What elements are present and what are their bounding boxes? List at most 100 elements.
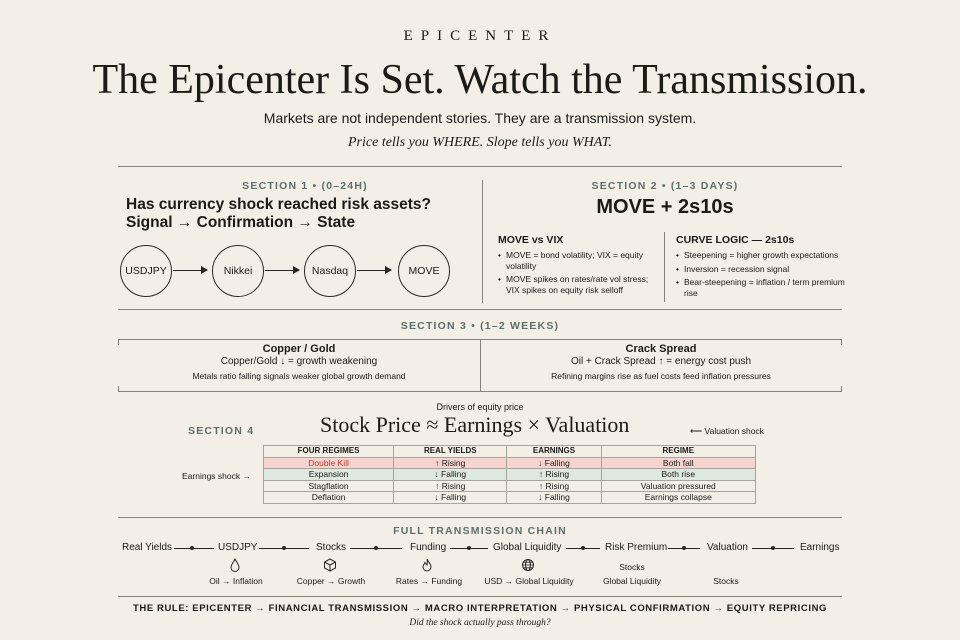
icon-label-oil: Oil → Inflation	[209, 576, 263, 586]
crack-spread-sub: Oil + Crack Spread ↑ = energy cost push	[570, 356, 752, 367]
section3-box-divider	[480, 339, 481, 392]
chain-step-valuation: Valuation	[707, 542, 748, 553]
table-cell: ↑ Rising	[393, 479, 508, 492]
section1-question: Has currency shock reached risk assets?	[126, 196, 432, 213]
table-cell: Stagflation	[262, 479, 395, 492]
list-item: Inversion = recession signal	[676, 264, 846, 275]
chain-step-real-yields: Real Yields	[122, 542, 173, 553]
drivers-caption: Drivers of equity price	[436, 402, 524, 412]
chain-step-stocks: Stocks	[316, 542, 347, 553]
table-cell: ↓ Falling	[393, 468, 508, 481]
the-rule: THE RULE: EPICENTER → FINANCIAL TRANSMIS…	[132, 603, 828, 614]
chain-step-earnings: Earnings	[800, 542, 840, 553]
table-cell: Double Kill	[262, 456, 395, 469]
section4-label: SECTION 4	[188, 425, 255, 437]
droplet-icon	[230, 558, 240, 572]
chain-dot	[581, 546, 585, 550]
chain-dot	[190, 546, 194, 550]
crack-spread-heading: Crack Spread	[625, 343, 697, 355]
table-cell: Both rise	[600, 468, 757, 481]
page-tagline: Price tells you WHERE. Slope tells you W…	[348, 135, 612, 150]
chain-label: FULL TRANSMISSION CHAIN	[393, 525, 567, 537]
valuation-shock-label: ⟵ Valuation shock	[690, 426, 764, 436]
list-item: MOVE = bond volatility; VIX = equity vol…	[498, 250, 658, 271]
node-nasdaq: Nasdaq	[304, 245, 356, 297]
icon-label-stocks-2: Stocks	[713, 576, 739, 586]
table-cell: Valuation pressured	[600, 479, 757, 492]
globe-icon	[522, 559, 534, 571]
divider-rule	[118, 596, 842, 597]
list-item: Bear-steepening = inflation / term premi…	[676, 277, 846, 298]
icon-label-stocks: Stocks	[619, 562, 645, 572]
table-row: Deflation ↓ Falling ↓ Falling Earnings c…	[262, 491, 757, 504]
chain-step-funding: Funding	[410, 542, 447, 553]
chain-dot	[374, 546, 378, 550]
chain-dot	[467, 546, 471, 550]
rule-question: Did the shock actually pass through?	[409, 618, 551, 628]
list-item: Steepening = higher growth expectations	[676, 250, 846, 261]
page-title: The Epicenter Is Set. Watch the Transmis…	[92, 57, 868, 103]
table-header: FOUR REGIMES	[262, 445, 395, 458]
table-row: Expansion ↓ Falling ↑ Rising Both rise	[262, 468, 757, 481]
list-item: MOVE spikes on rates/rate vol stress; VI…	[498, 274, 658, 295]
table-cell: ↑ Rising	[393, 456, 508, 469]
table-cell: Both fall	[600, 456, 757, 469]
table-header-row: FOUR REGIMES REAL YIELDS EARNINGS REGIME	[262, 445, 757, 458]
table-header: REAL YIELDS	[393, 445, 508, 458]
chain-dot	[682, 546, 686, 550]
table-cell: ↑ Rising	[506, 468, 602, 481]
icon-label-global-liquidity: Global Liquidity	[602, 576, 662, 586]
corner-mark	[118, 386, 124, 392]
divider-top	[118, 166, 842, 167]
table-cell: ↓ Falling	[506, 456, 602, 469]
flow-arrow	[357, 266, 392, 274]
table-cell: ↓ Falling	[506, 491, 602, 504]
section2-title: MOVE + 2s10s	[596, 196, 734, 218]
icon-label-rates: Rates → Funding	[395, 576, 463, 586]
chain-connector	[174, 548, 214, 549]
table-header: REGIME	[600, 445, 757, 458]
curve-logic-list: Steepening = higher growth expectations …	[676, 250, 846, 301]
section1-flow: Signal → Confirmation → State	[126, 214, 356, 231]
equity-formula: Stock Price ≈ Earnings × Valuation	[320, 412, 630, 437]
table-cell: Deflation	[262, 491, 395, 504]
flow-arrow	[173, 266, 208, 274]
brand-wordmark: EPICENTER	[403, 28, 557, 44]
copper-gold-note: Metals ratio falling signals weaker glob…	[192, 371, 406, 381]
section3-label: SECTION 3 • (1–2 WEEKS)	[400, 320, 560, 332]
crack-spread-note: Refining margins rise as fuel costs feed…	[551, 371, 771, 381]
divider-section2-cols	[664, 232, 665, 302]
icon-label-usd: USD → Global Liquidity	[484, 576, 574, 586]
chain-step-global-liquidity: Global Liquidity	[493, 542, 562, 553]
table-row: Double Kill ↑ Rising ↓ Falling Both fall	[262, 456, 757, 469]
copper-gold-sub: Copper/Gold ↓ = growth weakening	[220, 356, 378, 367]
flame-icon	[422, 558, 432, 572]
move-vs-vix-heading: MOVE vs VIX	[498, 234, 564, 246]
table-cell: ↑ Rising	[506, 479, 602, 492]
flow-arrow	[265, 266, 300, 274]
move-vs-vix-list: MOVE = bond volatility; VIX = equity vol…	[498, 250, 658, 298]
chain-step-risk-premium: Risk Premium	[605, 542, 668, 553]
node-nikkei: Nikkei	[212, 245, 264, 297]
table-cell: ↓ Falling	[393, 491, 508, 504]
table-cell: Earnings collapse	[600, 491, 757, 504]
corner-mark	[118, 339, 124, 345]
chain-dot	[771, 546, 775, 550]
section1-label: SECTION 1 • (0–24H)	[242, 180, 368, 192]
copper-gold-heading: Copper / Gold	[262, 343, 336, 355]
node-usdjpy: USDJPY	[120, 245, 172, 297]
table-row: Stagflation ↑ Rising ↑ Rising Valuation …	[262, 479, 757, 492]
chain-step-usdjpy: USDJPY	[218, 542, 258, 553]
table-header: EARNINGS	[506, 445, 602, 458]
corner-mark	[836, 339, 842, 345]
divider-sections-1-2	[482, 180, 483, 303]
earnings-shock-label: Earnings shock →	[182, 471, 251, 481]
page-subtitle: Markets are not independent stories. The…	[263, 110, 697, 126]
divider-chain	[118, 517, 842, 518]
section2-label: SECTION 2 • (1–3 DAYS)	[591, 180, 739, 192]
table-cell: Expansion	[262, 468, 395, 481]
node-move: MOVE	[398, 245, 450, 297]
curve-logic-heading: CURVE LOGIC — 2s10s	[676, 234, 795, 246]
regimes-table: FOUR REGIMES REAL YIELDS EARNINGS REGIME…	[262, 445, 757, 504]
corner-mark	[836, 386, 842, 392]
